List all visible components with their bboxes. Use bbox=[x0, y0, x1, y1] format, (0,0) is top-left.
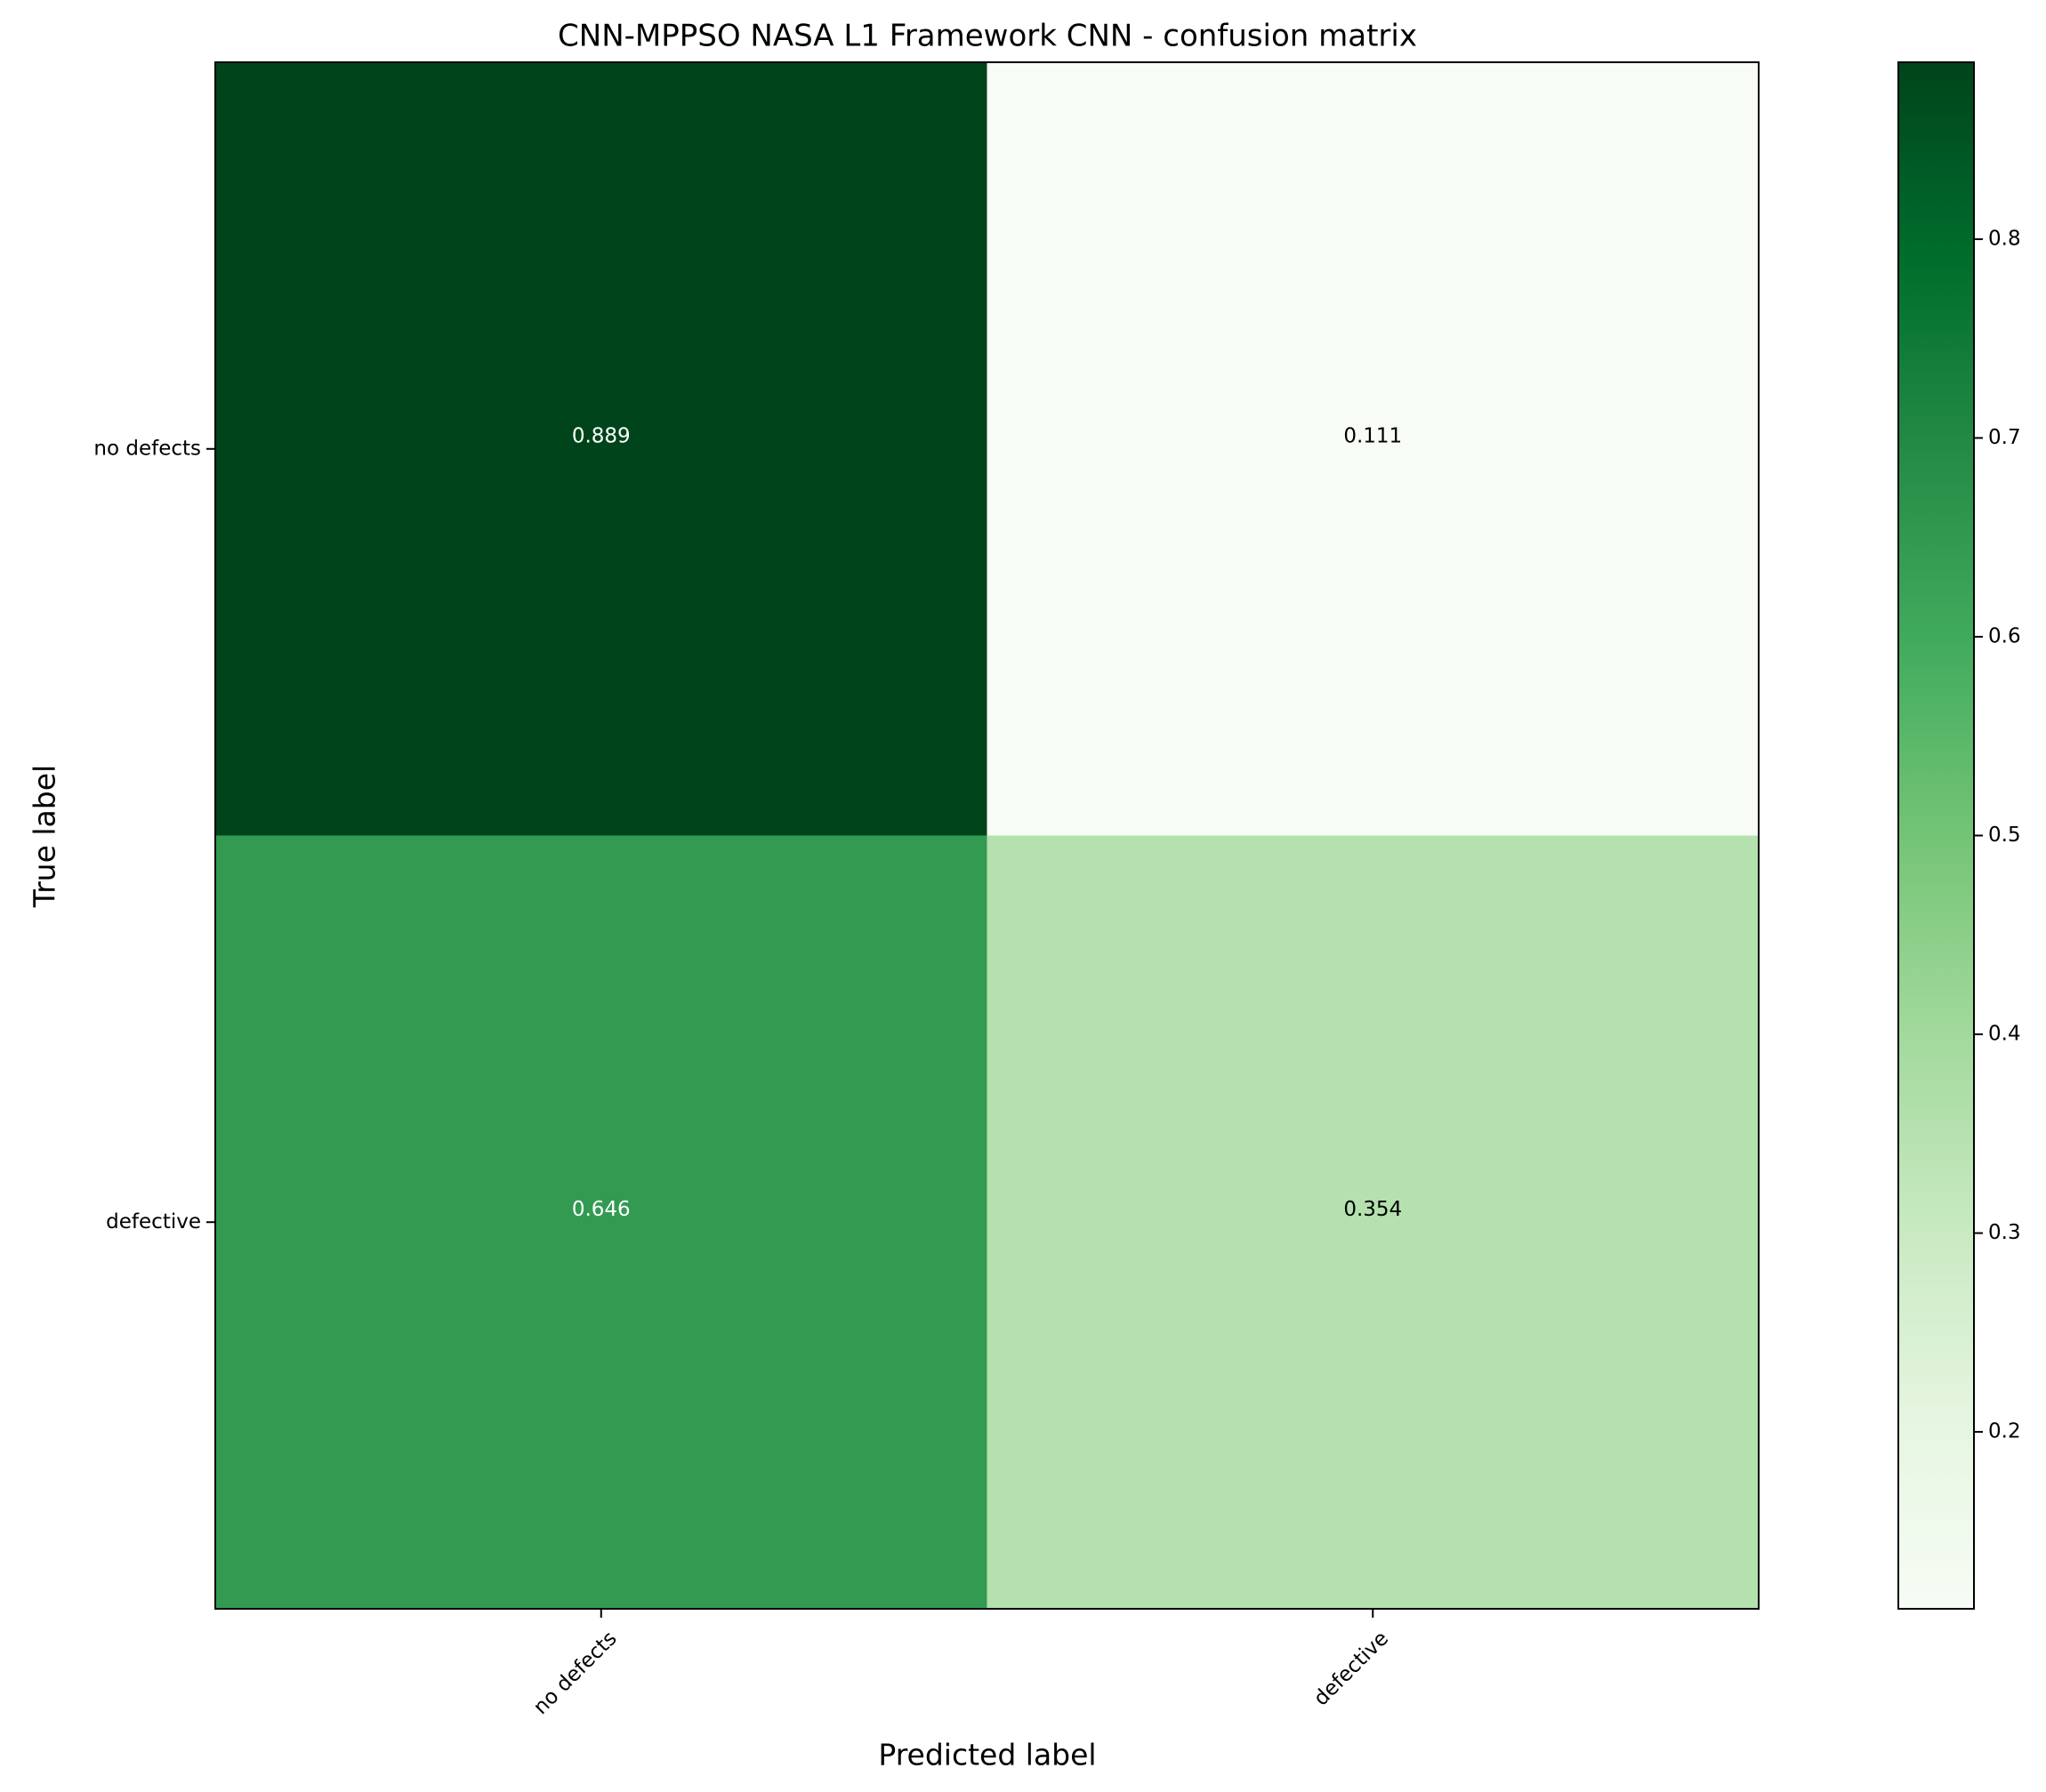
heatmap-cell bbox=[215, 835, 987, 1610]
colorbar-tick-label: 0.4 bbox=[1988, 1023, 2021, 1046]
heatmap-cell bbox=[215, 62, 987, 836]
colorbar-tick-label: 0.5 bbox=[1988, 824, 2021, 847]
colorbar-tick-label: 0.6 bbox=[1988, 624, 2021, 647]
y-tick-label: defective bbox=[106, 1210, 201, 1234]
cell-value-label: 0.646 bbox=[572, 1198, 631, 1221]
x-tick-label: defective bbox=[1309, 1627, 1393, 1710]
y-tick-label: no defects bbox=[93, 437, 201, 460]
cell-value-label: 0.354 bbox=[1343, 1198, 1402, 1221]
heatmap-cell bbox=[987, 62, 1760, 836]
x-tick-label: no defects bbox=[529, 1627, 622, 1719]
y-axis-label: True label bbox=[28, 765, 62, 908]
colorbar-tick-label: 0.7 bbox=[1988, 426, 2021, 449]
colorbar bbox=[1897, 61, 1975, 1610]
cell-value-label: 0.111 bbox=[1343, 424, 1402, 447]
plot-frame bbox=[214, 61, 1760, 1610]
chart-title: CNN-MPPSO NASA L1 Framework CNN - confus… bbox=[558, 19, 1417, 54]
colorbar-tick-label: 0.2 bbox=[1988, 1420, 2021, 1443]
cell-value-label: 0.889 bbox=[572, 424, 631, 447]
heatmap-cell bbox=[987, 835, 1760, 1610]
x-axis-label: Predicted label bbox=[878, 1738, 1096, 1772]
colorbar-tick-label: 0.3 bbox=[1988, 1221, 2021, 1244]
colorbar-tick-label: 0.8 bbox=[1988, 227, 2021, 250]
